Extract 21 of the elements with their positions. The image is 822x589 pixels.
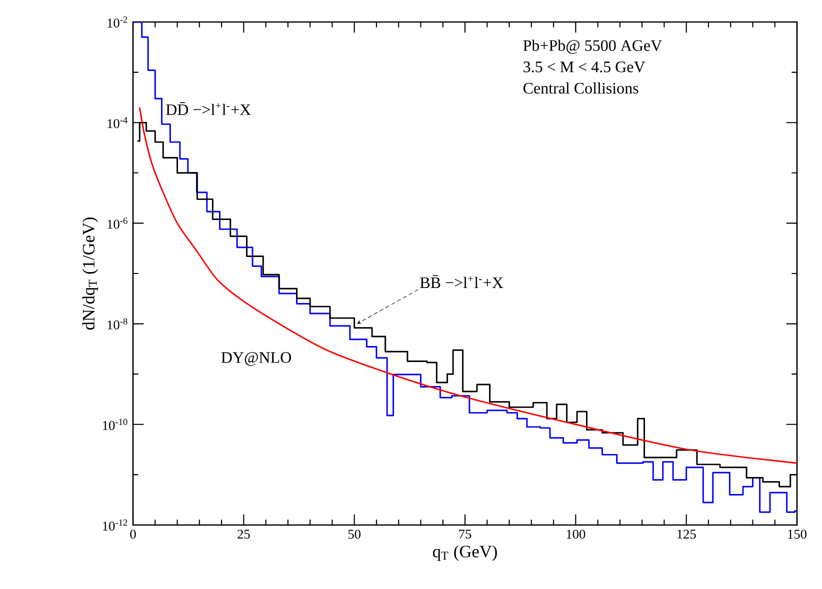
y-tick-label: 10$^{-2}$	[108, 16, 128, 28]
annotation: Pb+Pb@ 5500 AGeV	[523, 40, 662, 54]
y-tick-label: 10$^{-10}$	[103, 418, 128, 430]
annotation: 3.5 < M < 4.5 GeV	[524, 62, 646, 72]
x-tick-label: 0	[130, 530, 136, 539]
y-tick-label: 10$^{-6}$	[108, 218, 128, 229]
x-tick-label: 50	[348, 530, 361, 539]
series-label: DY@NLO	[221, 352, 291, 366]
y-tick-label: 10$^{-12}$	[103, 519, 128, 531]
annotation: Central Collisions	[523, 82, 638, 94]
series-label: DD̄ −>l$^{+}$l$^{-}$+X	[166, 102, 251, 115]
annotation: BB̄ −>l$^{+}$l$^{-}$+X	[420, 275, 504, 288]
x-tick-label: 75	[459, 530, 472, 539]
y-tick-label: 10$^{-8}$	[108, 318, 128, 330]
x-tick-label: 150	[788, 530, 806, 539]
x-tick-label: 25	[238, 530, 250, 539]
x-axis-title: q$_{T}$ (GeV)	[432, 545, 497, 561]
x-tick-label: 125	[678, 530, 696, 539]
x-tick-label: 100	[566, 530, 586, 539]
y-tick-label: 10$^{-4}$	[108, 117, 128, 128]
y-axis-title: dN/dq$_{T}$ (1/GeV)	[82, 218, 98, 330]
